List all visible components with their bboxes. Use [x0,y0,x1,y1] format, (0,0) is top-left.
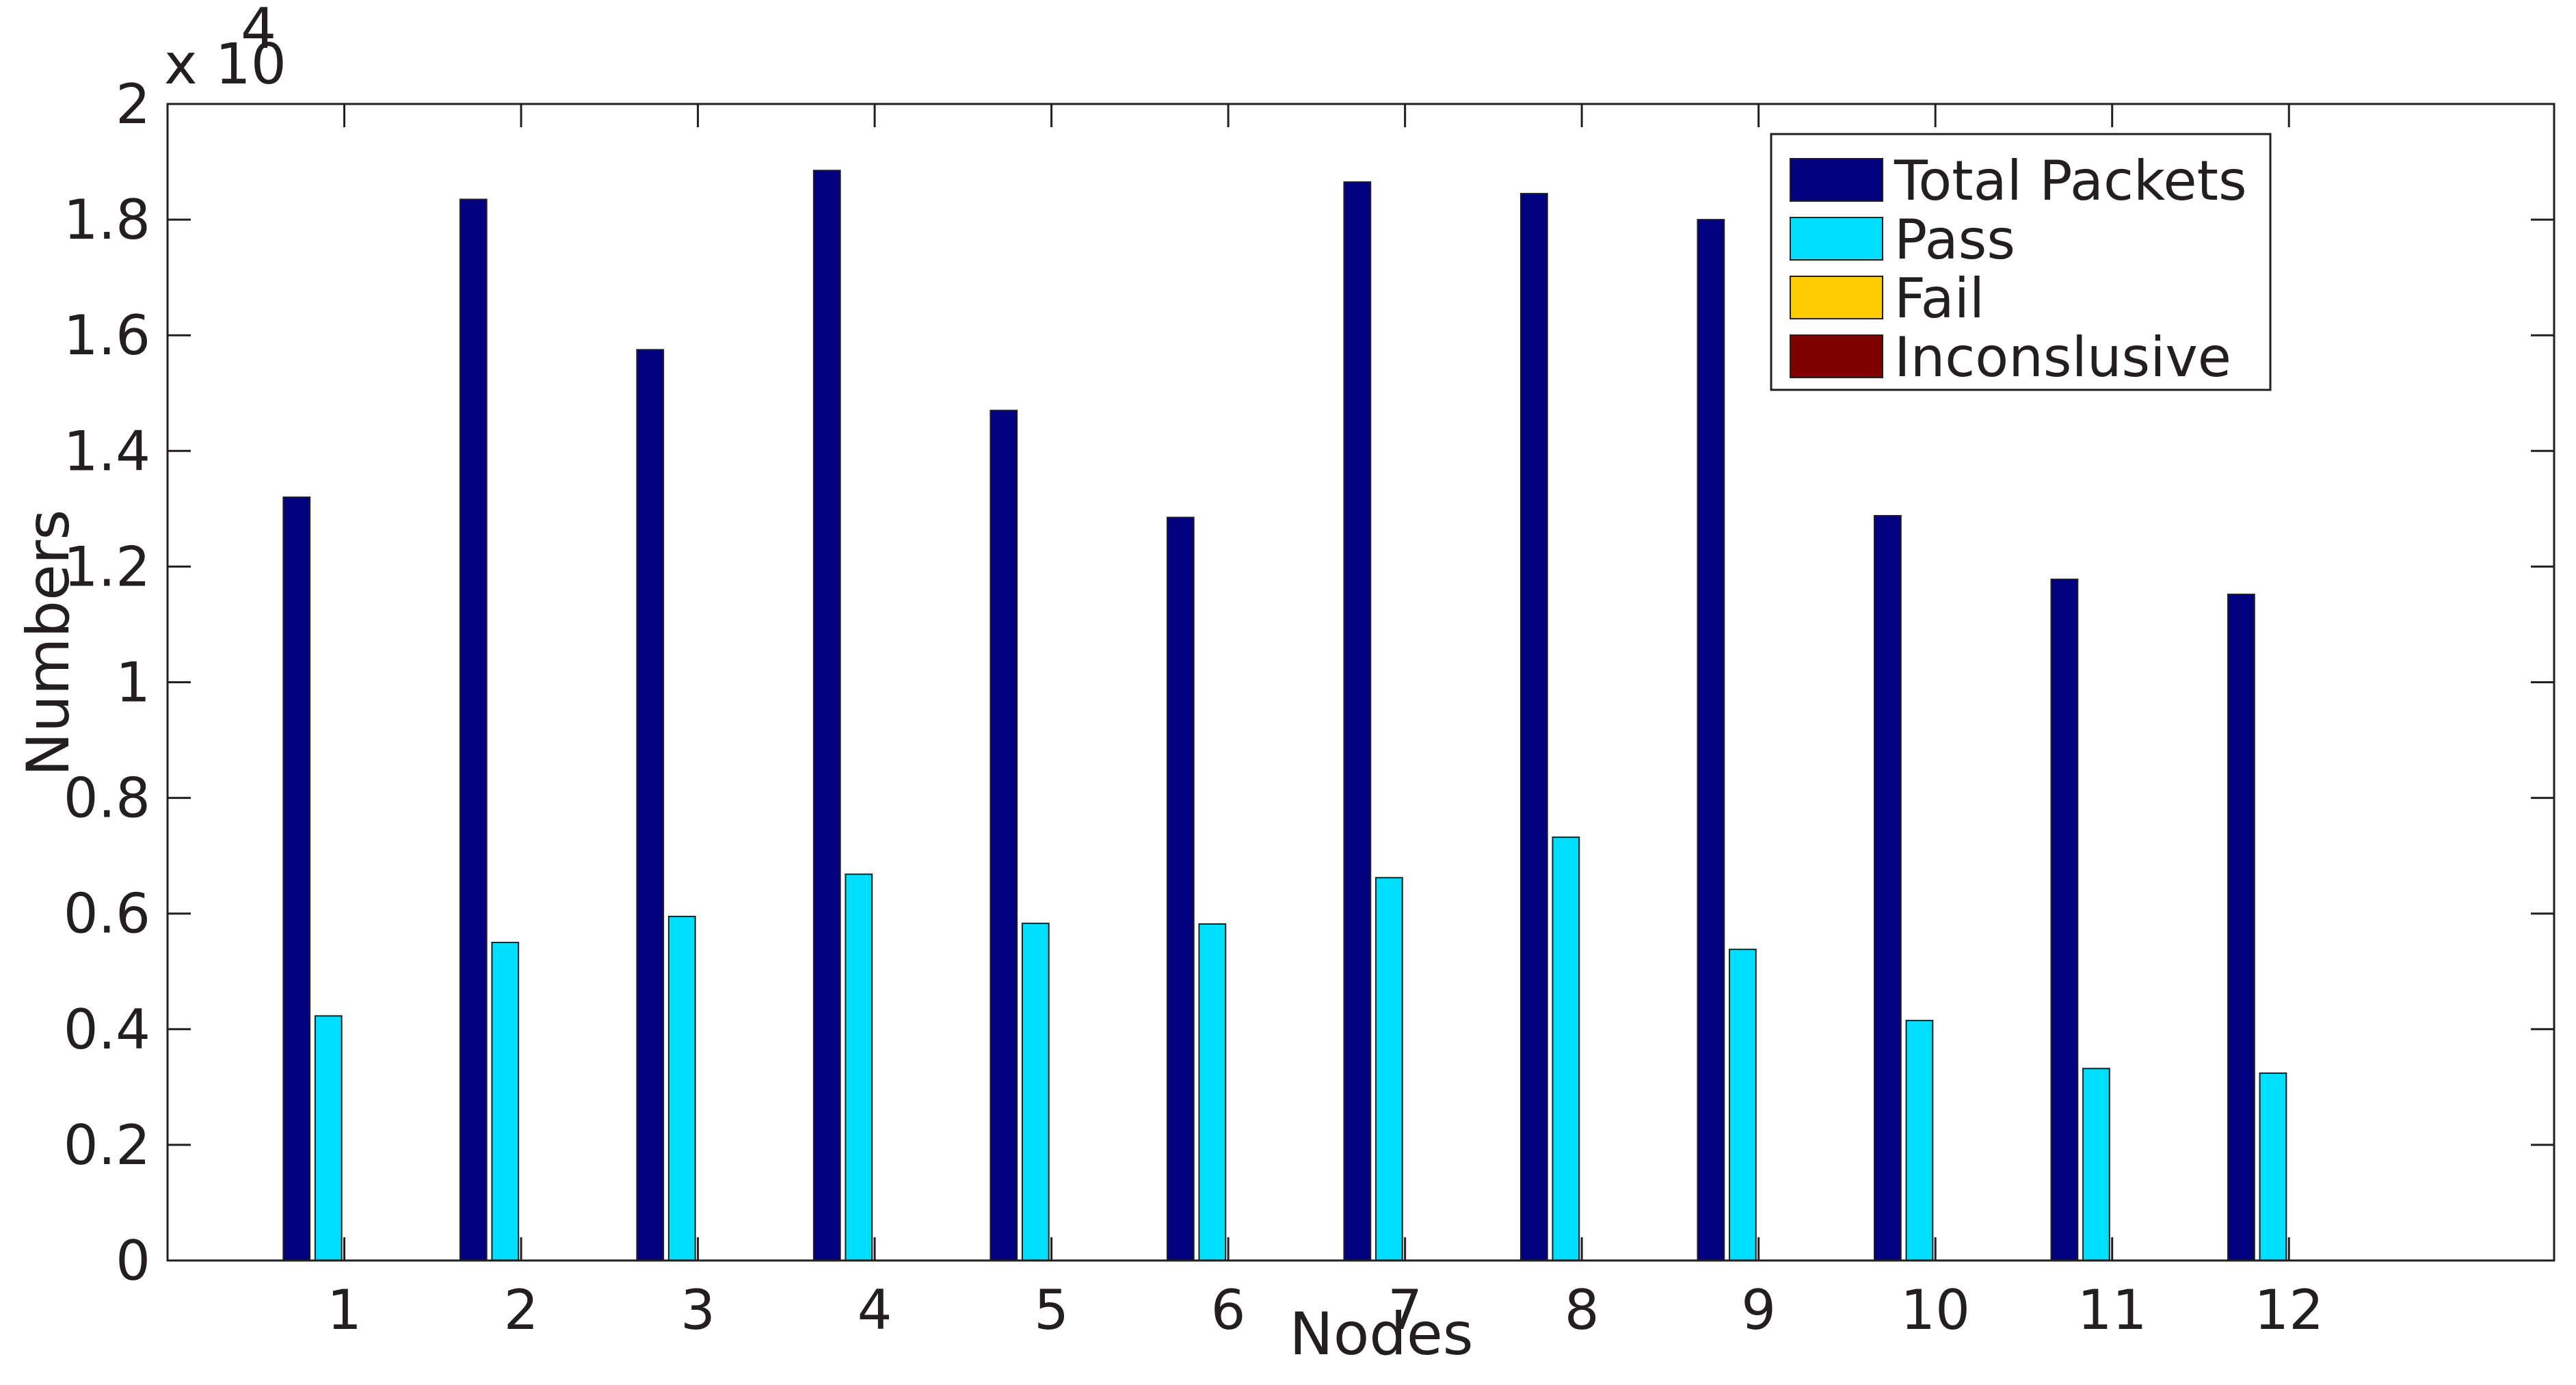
bar-total-packets-6 [1166,516,1195,1261]
legend-swatch-fail [1790,276,1883,319]
bar-pass-3 [667,915,696,1261]
x-tick-label: 7 [1387,1278,1422,1342]
bar-pass-4 [845,873,873,1262]
y-tick-label: 0 [116,1229,150,1293]
x-tick-label: 9 [1741,1278,1776,1342]
bar-pass-7 [1375,877,1403,1262]
bar-total-packets-3 [636,349,665,1261]
bar-pass-12 [2259,1072,2287,1261]
bar-total-packets-5 [990,410,1018,1261]
y-tick-label: 1 [116,651,150,715]
x-tick-label: 10 [1900,1278,1970,1342]
x-tick-label: 5 [1034,1278,1069,1342]
bar-total-packets-8 [1519,193,1548,1261]
y-axis-exponent: x 10 4 [164,0,287,97]
y-axis-exponent-base: x 10 [164,32,287,97]
x-tick-label: 11 [2077,1278,2147,1342]
y-tick-label: 1.2 [64,535,150,598]
y-tick-label: 1.4 [64,419,150,483]
x-tick-label: 3 [680,1278,715,1342]
x-tick-label: 4 [858,1278,892,1342]
bar-total-packets-12 [2227,593,2255,1261]
x-tick-label: 6 [1211,1278,1246,1342]
legend-swatch-pass [1790,217,1883,261]
legend-label-fail: Fail [1894,267,1984,330]
y-axis-label: Numbers [14,510,83,776]
bar-pass-9 [1729,949,1757,1261]
x-axis-label: Nodes [1289,1300,1473,1369]
bars-layer [282,170,2287,1262]
bar-total-packets-1 [282,496,311,1262]
bar-pass-6 [1198,923,1227,1261]
bar-total-packets-4 [812,170,841,1261]
y-tick-label: 0.2 [64,1113,150,1177]
bar-pass-1 [314,1015,343,1262]
y-tick-label: 0.4 [64,998,150,1061]
bar-total-packets-2 [459,198,488,1262]
x-tick-label: 2 [504,1278,539,1342]
y-axis-exponent-power: 4 [241,0,276,62]
bar-total-packets-11 [2050,579,2079,1261]
legend-swatch-total-packets [1790,158,1883,202]
y-tick-label: 1.8 [64,188,150,252]
x-tick-label: 1 [327,1278,362,1342]
bar-total-packets-7 [1343,181,1372,1262]
legend-label-pass: Pass [1894,208,2015,272]
x-tick-label: 12 [2254,1278,2324,1342]
bar-pass-2 [491,941,520,1261]
y-tick-label: 1.6 [64,304,150,367]
ticks-layer: 00.20.40.60.811.21.41.61.821 2 3 4 5 6 7 8 9 10 11… [64,72,2554,1342]
bar-total-packets-10 [1873,514,1902,1261]
legend-swatch-inconslusive [1790,334,1883,378]
y-tick-label: 0.6 [64,882,150,946]
bar-pass-8 [1552,836,1580,1261]
bar-pass-5 [1021,923,1050,1261]
y-tick-label: 0.8 [64,767,150,830]
x-tick-label: 8 [1565,1278,1599,1342]
bar-pass-10 [1905,1020,1934,1262]
bar-pass-11 [2082,1068,2110,1261]
legend-label-inconslusive: Inconslusive [1894,326,2231,389]
y-tick-label: 2 [116,72,150,136]
bar-total-packets-9 [1697,219,1725,1262]
legend-label-total-packets: Total Packets [1894,149,2247,213]
